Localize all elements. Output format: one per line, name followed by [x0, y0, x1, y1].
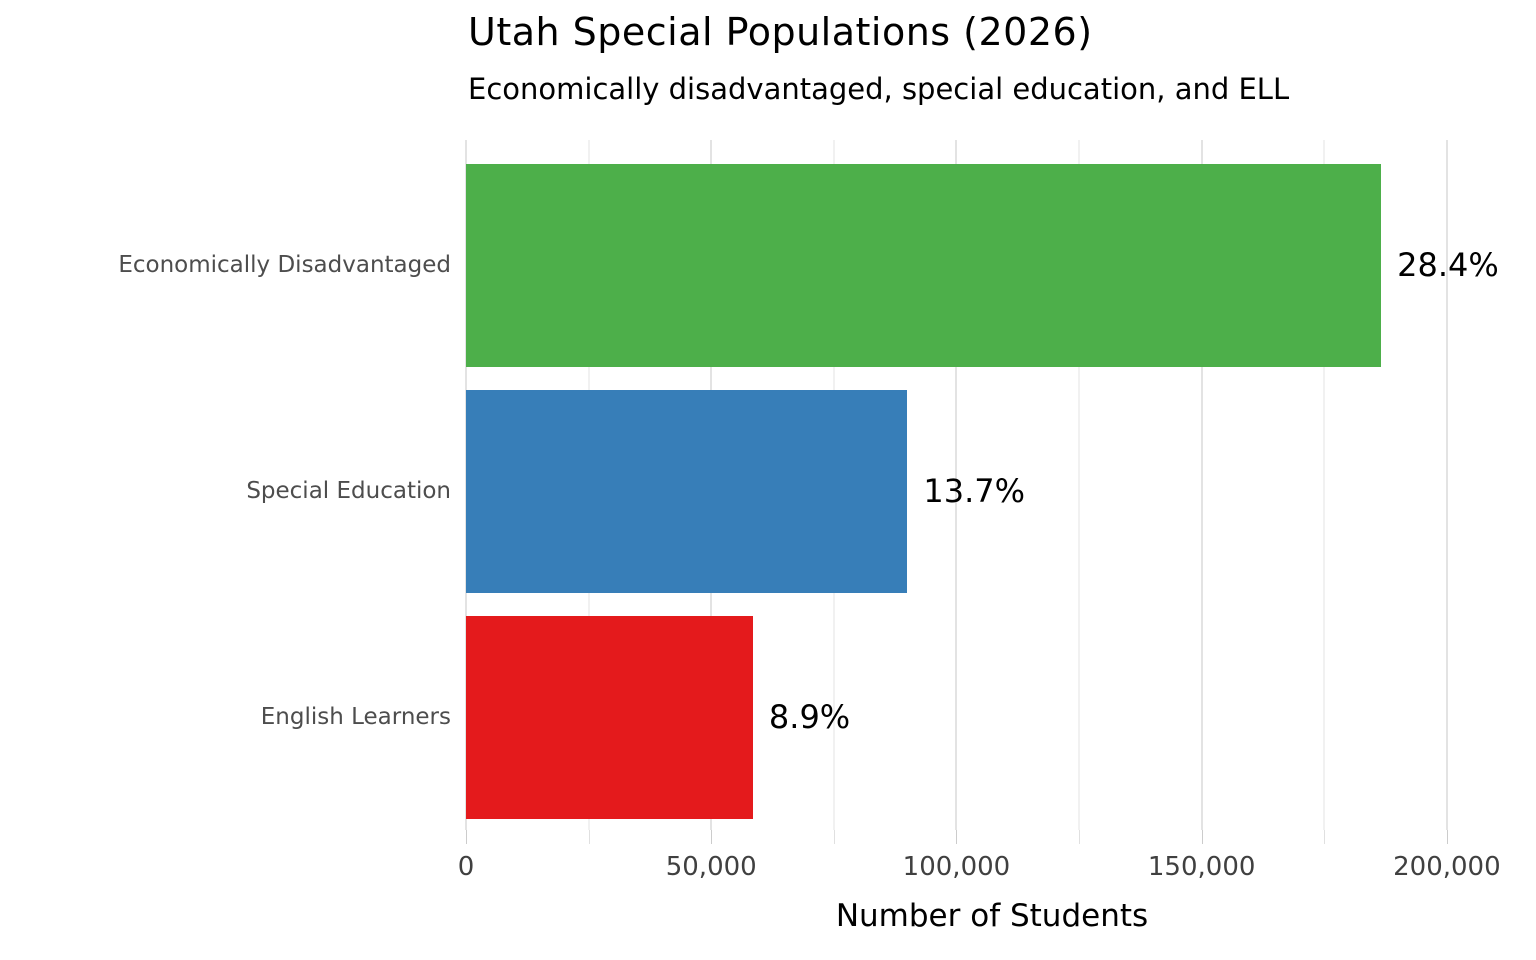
x-tick-label: 150,000: [1147, 852, 1256, 882]
bar: [466, 389, 908, 593]
major-tick-mark: [1446, 830, 1448, 844]
bar: [466, 163, 1382, 367]
minor-gridline: [1078, 140, 1081, 830]
category-label: Special Education: [246, 478, 451, 504]
major-tick-mark: [711, 830, 713, 844]
x-tick-label: 50,000: [665, 852, 757, 882]
bar-value-label: 28.4%: [1397, 246, 1499, 284]
major-tick-mark: [466, 830, 467, 844]
major-gridline: [1445, 140, 1448, 830]
major-gridline: [1200, 140, 1203, 830]
plot-panel: 0 50,000 100,000 150,000 200,000 28.4% Economi…: [118, 140, 1518, 882]
minor-tick-mark: [588, 830, 590, 844]
x-axis-label: Number of Students: [835, 898, 1149, 934]
minor-tick-mark: [1324, 830, 1326, 844]
bar-value-label: 13.7%: [923, 472, 1026, 510]
bar-value-label: 8.9%: [768, 698, 851, 736]
major-tick-mark: [1201, 830, 1203, 844]
category-label: English Learners: [260, 704, 451, 730]
x-tick-label: 200,000: [1393, 852, 1501, 882]
x-tick-label: 100,000: [902, 852, 1011, 882]
minor-tick-mark: [833, 830, 835, 844]
major-gridline: [955, 140, 958, 830]
minor-gridline: [1323, 140, 1326, 830]
x-tick-label: 0: [457, 852, 475, 882]
major-tick-mark: [956, 830, 958, 844]
chart-subtitle: Economically disadvantaged, special educ…: [468, 72, 1290, 106]
category-label: Economically Disadvantaged: [118, 252, 451, 278]
bar: [466, 615, 753, 819]
minor-tick-mark: [1079, 830, 1081, 844]
chart-title: Utah Special Populations (2026): [468, 10, 1093, 54]
